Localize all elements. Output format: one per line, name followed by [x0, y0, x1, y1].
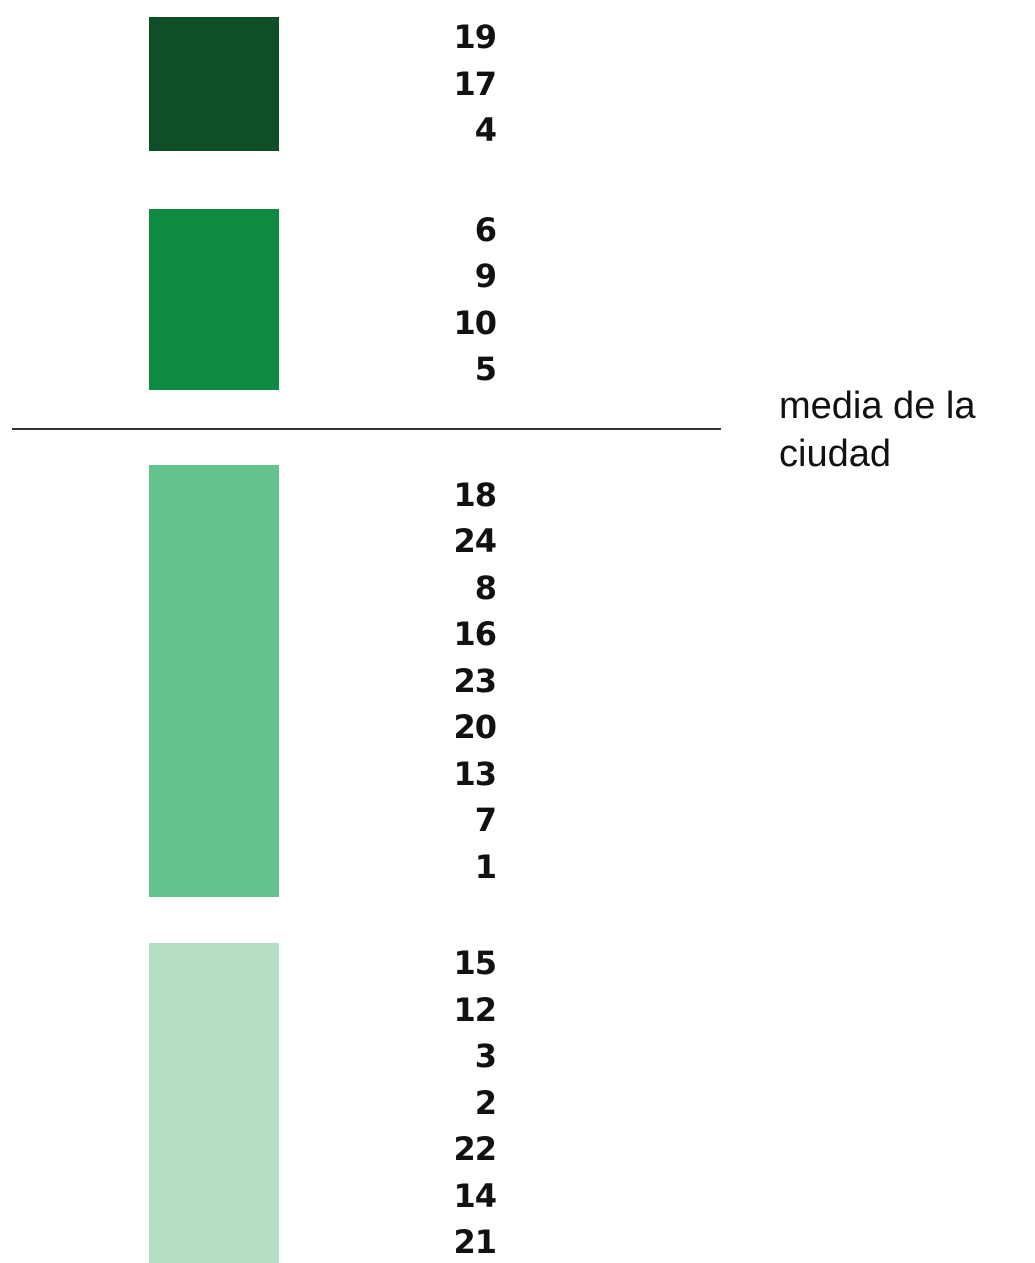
- item-number: 23: [453, 661, 497, 700]
- item-number: 2: [474, 1083, 497, 1122]
- item-number: 8: [474, 568, 497, 607]
- item-number: 13: [453, 754, 497, 793]
- item-number: 14: [453, 1176, 497, 1215]
- item-number: 21: [453, 1223, 497, 1262]
- item-number: 15: [453, 944, 497, 983]
- item-number: 22: [453, 1130, 497, 1169]
- item-number: 1: [474, 847, 497, 886]
- item-number: 12: [453, 990, 497, 1029]
- item-number: 19: [453, 18, 497, 57]
- item-number: 10: [453, 303, 497, 342]
- item-number: 5: [474, 350, 497, 388]
- color-block: [149, 943, 279, 1263]
- item-number: 4: [474, 111, 497, 150]
- item-number: 24: [453, 522, 497, 561]
- item-number: 18: [453, 475, 497, 514]
- item-number: 7: [474, 801, 497, 840]
- item-number: 9: [474, 257, 497, 295]
- item-number: 3: [474, 1037, 497, 1076]
- color-block: [149, 17, 279, 151]
- item-number: 20: [453, 708, 497, 747]
- color-block: [149, 465, 279, 897]
- reference-line: [12, 428, 721, 430]
- reference-label: media de la ciudad: [779, 385, 976, 475]
- item-number: 17: [453, 64, 497, 103]
- item-number: 16: [453, 615, 497, 654]
- color-block: [149, 209, 279, 390]
- item-number: 6: [474, 210, 497, 249]
